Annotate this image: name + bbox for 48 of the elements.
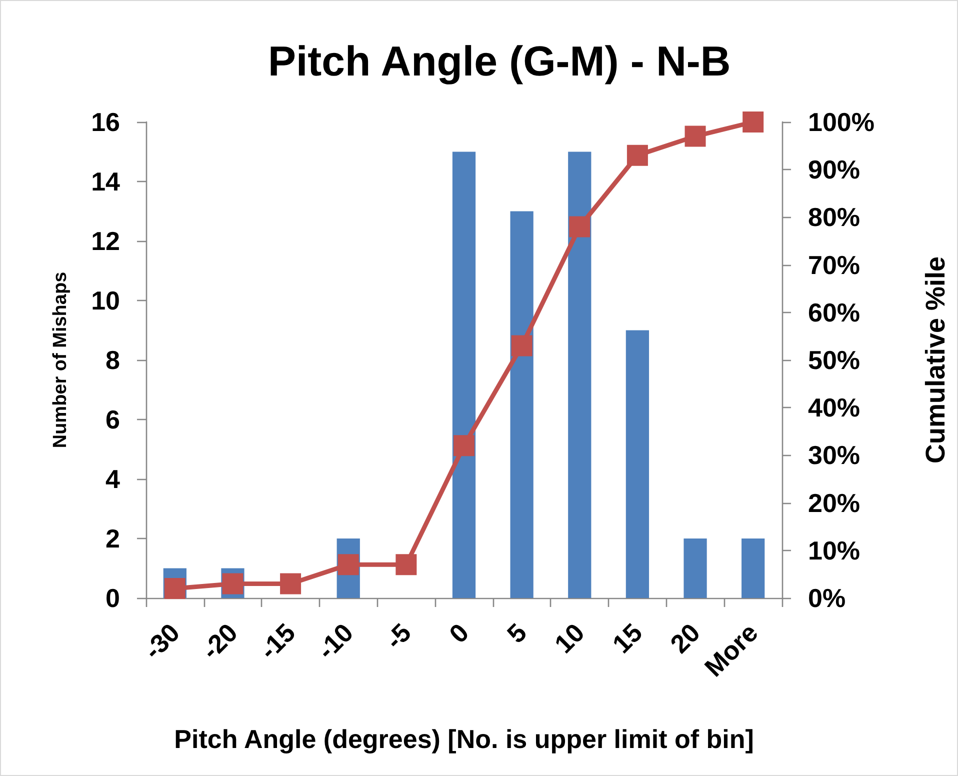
point [626,144,648,166]
x-tick-label: -30 [138,617,186,666]
y-tick-label: 14 [91,166,121,196]
y2-tick-label: 20% [808,488,860,518]
y-axis-title: Number of Mishaps [50,272,71,448]
y-tick-label: 16 [91,107,120,137]
bar [742,538,765,598]
y2-tick-label: 0% [808,583,846,613]
y-tick-label: 0 [106,583,120,613]
point [684,126,706,147]
bar [568,152,592,598]
y-tick-label: 10 [91,286,120,316]
point [454,435,474,456]
y2-tick-label: 40% [808,392,860,423]
y-tick-label: 2 [106,524,120,554]
y2-tick-label: 90% [808,154,860,185]
point [396,554,417,576]
y2-tick-label: 80% [808,202,860,232]
x-tick-label: 15 [606,617,648,660]
x-tick-label: 10 [548,617,590,660]
y2-tick-label: 50% [808,345,860,375]
bar [510,211,534,598]
chart-title: Pitch Angle (G-M) - N-B [268,38,731,84]
y-tick-label: 12 [91,226,120,256]
y-tick-label: 8 [106,345,120,375]
point [569,216,590,238]
point [280,573,302,594]
x-tick-label: 0 [443,617,475,649]
x-tick-label: -15 [253,617,302,666]
bar [626,330,650,598]
y-tick-label: 6 [106,404,120,434]
y2-tick-label: 100% [808,107,874,137]
x-tick-label: 5 [500,617,532,649]
x-tick-label: -5 [379,617,417,655]
y-tick-label: 4 [106,464,121,494]
bar [452,152,476,598]
x-tick-label: 20 [664,617,706,660]
bar [684,538,707,598]
y2-tick-label: 30% [808,440,860,470]
point [511,335,532,356]
y2-axis-title: Cumulative %ile [920,256,950,464]
y2-tick-label: 70% [808,250,860,280]
point [742,112,764,132]
x-tick-label: -10 [311,617,359,666]
y2-tick-label: 60% [808,297,860,328]
x-axis-title: Pitch Angle (degrees) [No. is upper limit of bin] [174,724,754,754]
y2-tick-label: 10% [808,535,860,566]
x-tick-label: -20 [196,617,244,666]
